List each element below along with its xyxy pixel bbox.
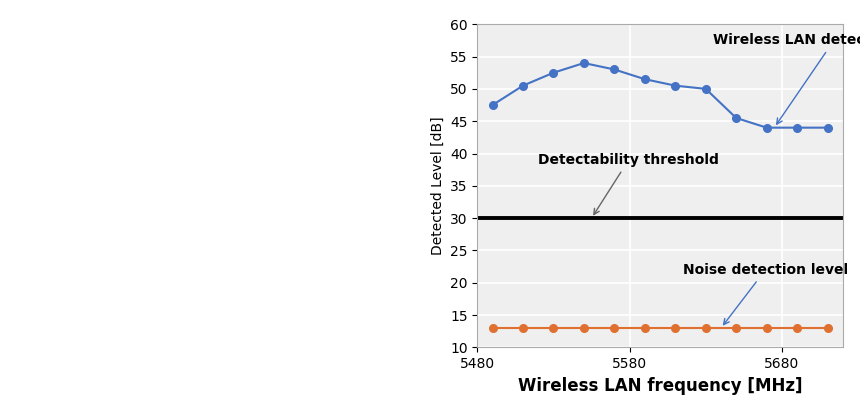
Y-axis label: Detected Level [dB]: Detected Level [dB] [430, 116, 445, 255]
Text: Noise detection level: Noise detection level [683, 263, 848, 324]
Text: Wireless LAN detection results: Wireless LAN detection results [713, 34, 860, 124]
X-axis label: Wireless LAN frequency [MHz]: Wireless LAN frequency [MHz] [518, 377, 802, 395]
Text: Detectability threshold: Detectability threshold [538, 153, 719, 215]
